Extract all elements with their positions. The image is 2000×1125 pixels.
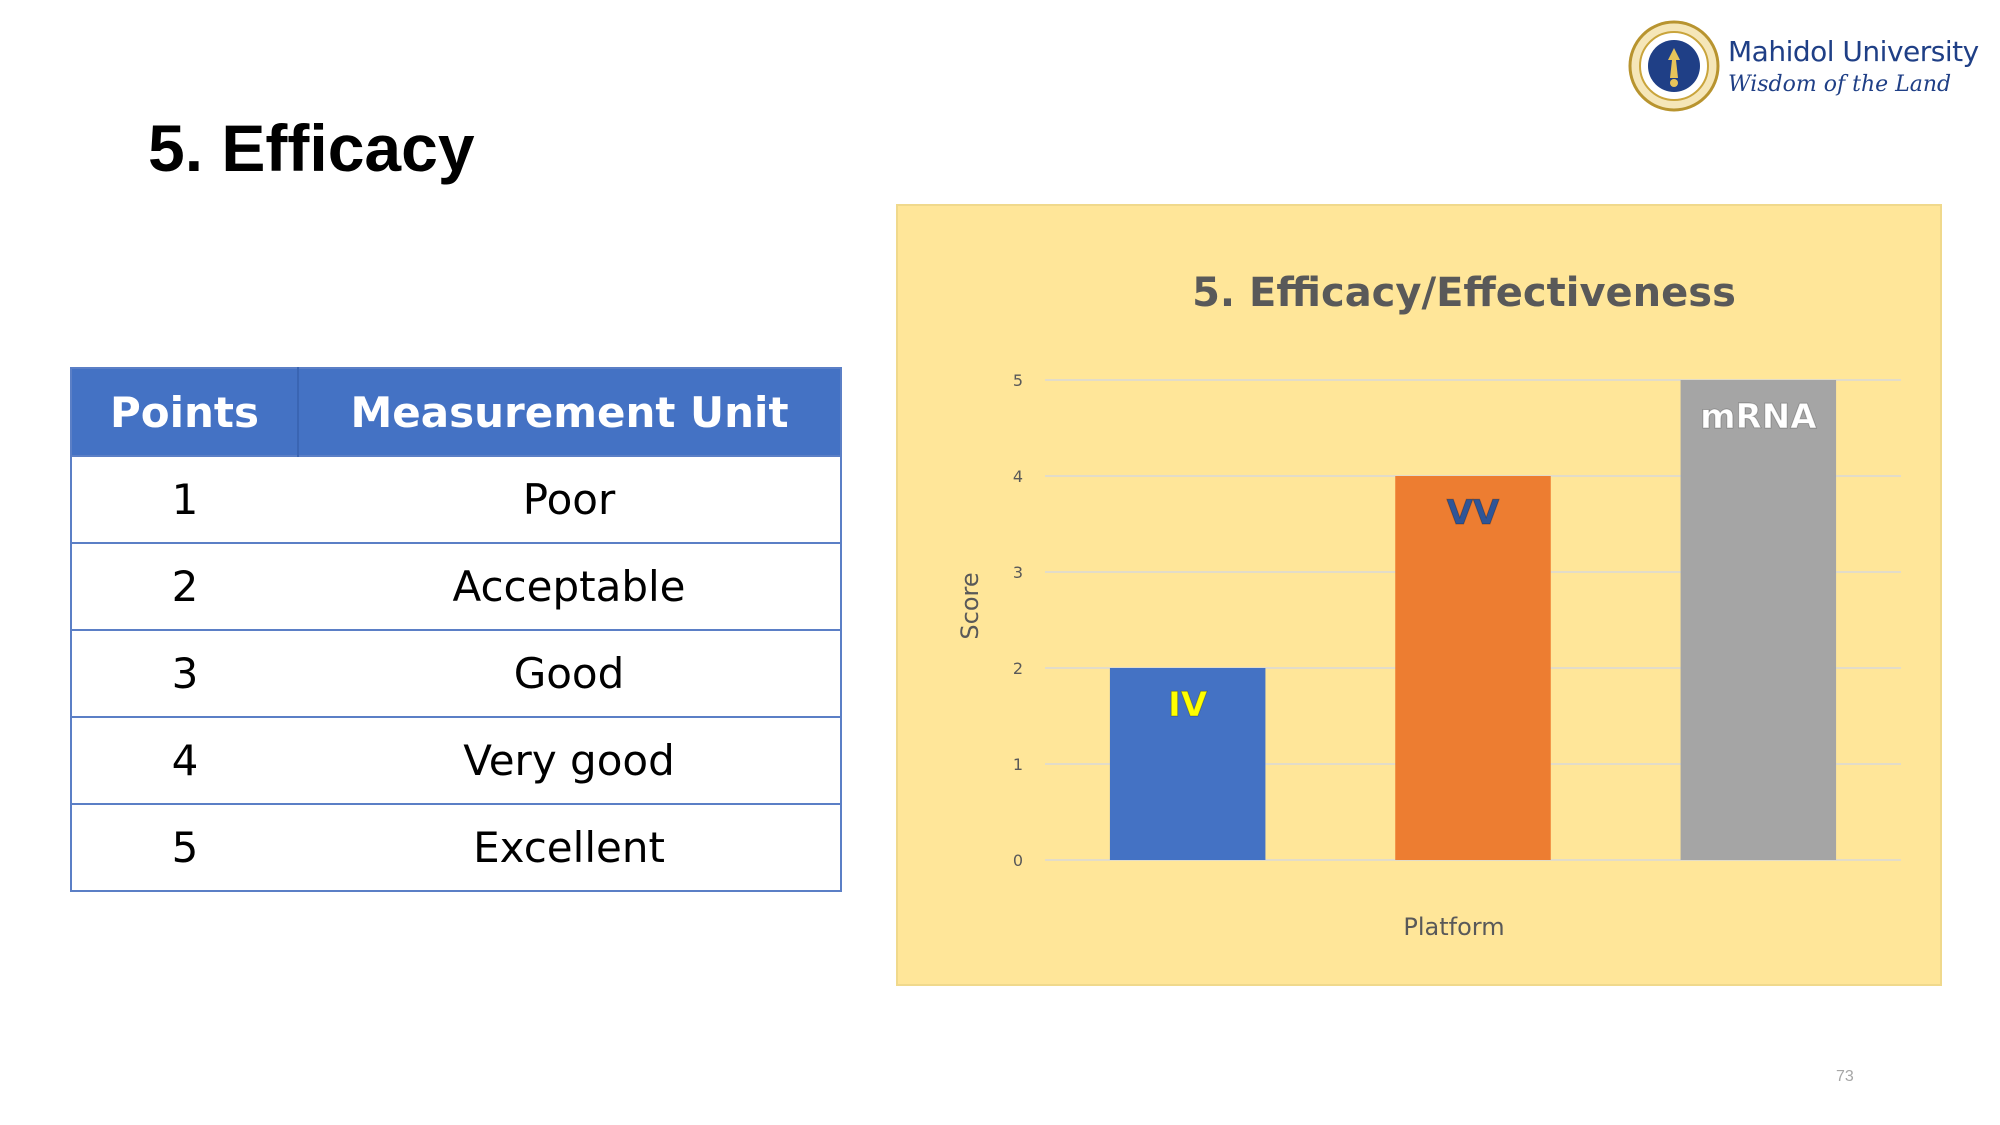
bar-label-iv: IV (1168, 685, 1208, 725)
bars (1109, 380, 1837, 860)
chart-title: 5. Efficacy/Effectiveness (1192, 270, 1736, 316)
points-cell: 5 (71, 803, 298, 891)
table-row: 4 Very good (71, 716, 841, 804)
university-seal-icon (1628, 20, 1720, 112)
table-row: 3 Good (71, 629, 841, 717)
bar-mrna (1680, 380, 1837, 860)
y-tick-label: 5 (1013, 371, 1023, 390)
points-cell: 1 (71, 455, 298, 543)
y-tick-label: 2 (1013, 659, 1023, 678)
y-tick-label: 0 (1013, 851, 1023, 870)
table-header-row: Points Measurement Unit (71, 368, 841, 456)
measurement-scale-table: Points Measurement Unit 1 Poor 2 Accepta… (70, 367, 842, 892)
university-motto: Wisdom of the Land (1728, 72, 1952, 97)
university-name: Mahidol University (1728, 35, 1979, 68)
page-number: 73 (1836, 1068, 1854, 1085)
measurement-unit-cell: Acceptable (298, 542, 841, 630)
measurement-unit-cell: Excellent (298, 803, 841, 891)
y-tick-label: 1 (1013, 755, 1023, 774)
y-tick-label: 4 (1013, 467, 1023, 486)
slide-title: 5. Efficacy (148, 111, 475, 185)
table-row: 1 Poor (71, 455, 841, 543)
measurement-unit-cell: Poor (298, 455, 841, 543)
bar-iv (1109, 668, 1266, 860)
measurement-unit-cell: Good (298, 629, 841, 717)
bar-labels: IV VV mRNA (1168, 397, 1818, 726)
y-tick-label: 3 (1013, 563, 1023, 582)
university-logo: Mahidol University Wisdom of the Land (1628, 20, 1979, 112)
y-axis-ticks: 0 1 2 3 4 5 (1013, 371, 1023, 870)
points-cell: 3 (71, 629, 298, 717)
bar-label-mrna: mRNA (1700, 397, 1817, 437)
bar-label-vv: VV (1447, 493, 1500, 533)
x-axis-label: Platform (1403, 913, 1504, 941)
bar-vv (1395, 476, 1551, 860)
table-row: 2 Acceptable (71, 542, 841, 630)
column-header-measurement-unit: Measurement Unit (298, 368, 841, 456)
measurement-unit-cell: Very good (298, 716, 841, 804)
bar-chart: 5. Efficacy/Effectiveness 0 1 2 3 4 5 IV VV mRN… (956, 270, 1901, 941)
y-axis-label: Score (956, 572, 984, 639)
table-row: 5 Excellent (71, 803, 841, 891)
chart-panel: 5. Efficacy/Effectiveness 0 1 2 3 4 5 IV VV mRN… (896, 204, 1942, 986)
column-header-points: Points (71, 368, 299, 456)
points-cell: 4 (71, 716, 298, 804)
points-cell: 2 (71, 542, 298, 630)
